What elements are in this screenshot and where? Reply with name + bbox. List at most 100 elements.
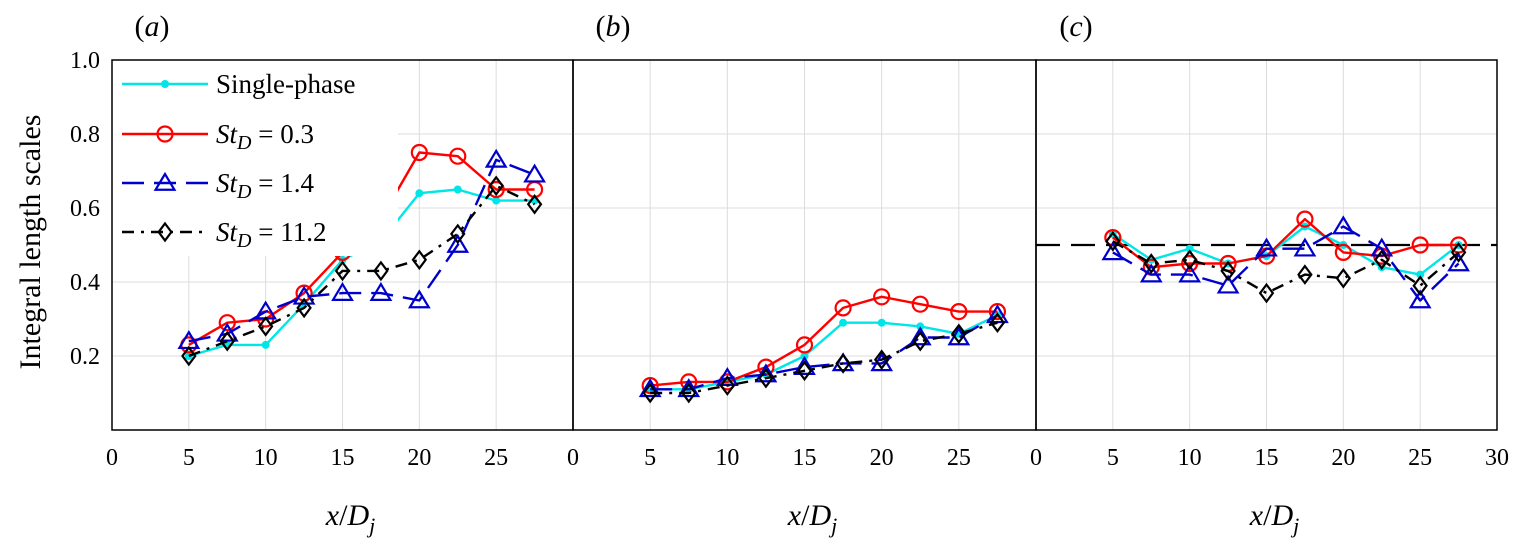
data-point (1412, 275, 1428, 297)
series-line (650, 314, 998, 391)
series-diamond (642, 312, 1006, 404)
data-point (988, 303, 1007, 321)
data-point (986, 304, 1009, 324)
data-point (1373, 249, 1390, 271)
chart-panel-2: 0 5 10 15 20 25 (b) x/Dj (567, 10, 1037, 538)
x-tick-label: 10 (1178, 445, 1202, 471)
x-tick-label: 25 (1408, 445, 1432, 471)
data-point (1181, 254, 1199, 273)
data-point (1447, 252, 1470, 272)
y-axis-label: Integral length scales (14, 115, 47, 370)
data-point (912, 330, 928, 352)
x-tick-label: 20 (407, 445, 431, 471)
x-tick-label: 15 (1255, 445, 1279, 471)
data-point (1178, 263, 1202, 283)
x-tick-label: 20 (1331, 445, 1355, 471)
data-point (835, 353, 851, 374)
data-point (449, 147, 467, 165)
legend-label: StD = 1.4 (216, 168, 314, 203)
series-diamond (181, 175, 543, 367)
y-tick-label: 1.0 (70, 48, 100, 74)
data-point (795, 336, 814, 354)
data-point (834, 299, 852, 317)
data-point (754, 363, 778, 383)
series-line (1112, 225, 1460, 276)
data-point (989, 312, 1006, 334)
data-point (411, 249, 428, 271)
data-point (526, 193, 543, 215)
series-line (188, 184, 536, 358)
y-tick-label: 0.2 (70, 344, 100, 370)
series-line (188, 158, 536, 343)
chart-panel-1: 0 5 10 15 20 25 0.2 0.4 0.6 0.8 1.0 (a) x/Dj Integral… (14, 10, 574, 538)
data-point (415, 189, 424, 198)
data-point (218, 314, 236, 332)
series-line (1112, 240, 1460, 295)
legend-marker (156, 125, 174, 143)
data-point (407, 289, 431, 309)
series-dot (1108, 222, 1463, 279)
legend-label: StD = 0.3 (216, 119, 314, 154)
data-point (446, 233, 470, 253)
data-point (877, 318, 886, 327)
data-point (334, 260, 351, 282)
data-point (1258, 282, 1275, 304)
series-line (1112, 217, 1459, 269)
series-circle (1104, 210, 1468, 276)
data-point (331, 281, 354, 301)
data-point (296, 297, 312, 319)
data-point (1181, 249, 1198, 271)
data-point (911, 295, 929, 313)
data-point (677, 378, 701, 398)
y-tick-label: 0.6 (70, 196, 100, 222)
y-tick-label: 0.8 (70, 122, 100, 148)
x-tick-label: 25 (484, 445, 508, 471)
data-point (181, 345, 197, 367)
data-point (719, 375, 736, 396)
x-tick-label: 5 (1107, 445, 1119, 471)
data-point (1105, 230, 1121, 252)
data-point (373, 260, 389, 282)
x-tick-label: 10 (254, 445, 278, 471)
data-point (492, 196, 501, 205)
data-point (261, 340, 270, 349)
data-point (873, 349, 890, 371)
x-tick-label: 5 (183, 445, 195, 471)
data-point (793, 355, 816, 375)
data-point (1450, 242, 1467, 263)
data-point (219, 330, 235, 352)
data-point (1255, 237, 1278, 257)
x-tick-label: 15 (331, 445, 355, 471)
data-point (1296, 210, 1314, 228)
panel-label: (c) (1059, 10, 1092, 43)
chart-panel-3: 0 5 10 15 20 25 30 (c) x/Dj (1030, 10, 1509, 538)
x-tick-label: 20 (870, 445, 894, 471)
data-point (1139, 263, 1163, 283)
data-point (410, 143, 428, 162)
data-point (642, 382, 658, 404)
data-point (1411, 236, 1429, 254)
data-point (1293, 237, 1317, 257)
data-point (873, 288, 891, 306)
data-point (951, 323, 967, 345)
data-point (1220, 260, 1236, 282)
data-point (488, 175, 504, 197)
legend-marker (153, 171, 177, 191)
legend-label: Single-phase (216, 69, 355, 99)
legend-marker (157, 221, 173, 243)
data-point (1408, 289, 1432, 309)
data-point (950, 303, 968, 321)
data-point (292, 285, 316, 305)
legend-marker (161, 80, 169, 88)
data-point (638, 378, 662, 398)
data-point (681, 382, 697, 404)
data-point (796, 360, 813, 382)
data-point (1331, 215, 1355, 235)
series-line (1112, 225, 1460, 302)
legend-label: StD = 11.2 (216, 217, 326, 252)
series-triangle (177, 148, 546, 350)
series-line (650, 295, 998, 387)
data-point (1297, 264, 1313, 285)
data-point (1335, 267, 1352, 289)
